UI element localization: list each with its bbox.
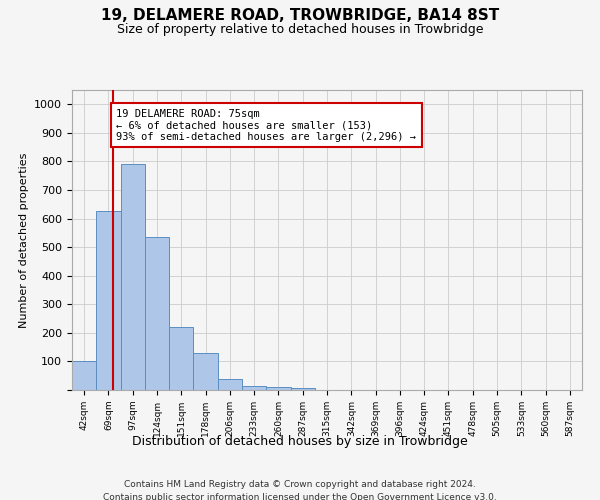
Text: Contains HM Land Registry data © Crown copyright and database right 2024.
Contai: Contains HM Land Registry data © Crown c… (103, 480, 497, 500)
Y-axis label: Number of detached properties: Number of detached properties (19, 152, 29, 328)
Bar (218, 378, 242, 390)
Bar (169, 327, 193, 390)
Bar (290, 388, 315, 390)
Bar (242, 386, 266, 390)
Text: Size of property relative to detached houses in Trowbridge: Size of property relative to detached ho… (117, 22, 483, 36)
Text: 19 DELAMERE ROAD: 75sqm
← 6% of detached houses are smaller (153)
93% of semi-de: 19 DELAMERE ROAD: 75sqm ← 6% of detached… (116, 108, 416, 142)
Bar (121, 164, 145, 390)
Bar (145, 237, 169, 390)
Bar (266, 387, 290, 390)
Bar (193, 353, 218, 390)
Text: 19, DELAMERE ROAD, TROWBRIDGE, BA14 8ST: 19, DELAMERE ROAD, TROWBRIDGE, BA14 8ST (101, 8, 499, 22)
Bar (72, 362, 96, 390)
Bar (96, 212, 121, 390)
Text: Distribution of detached houses by size in Trowbridge: Distribution of detached houses by size … (132, 435, 468, 448)
